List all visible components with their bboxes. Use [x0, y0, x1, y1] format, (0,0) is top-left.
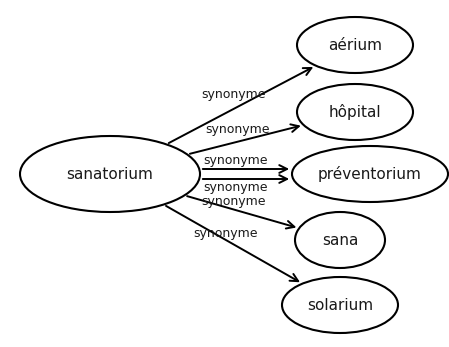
- Text: sana: sana: [322, 232, 358, 247]
- Text: préventorium: préventorium: [318, 166, 422, 182]
- Text: synonyme: synonyme: [201, 88, 265, 101]
- Text: synonyme: synonyme: [205, 123, 270, 136]
- Text: aérium: aérium: [328, 37, 382, 52]
- Text: sanatorium: sanatorium: [66, 167, 154, 181]
- Ellipse shape: [295, 212, 385, 268]
- Ellipse shape: [20, 136, 200, 212]
- Ellipse shape: [297, 17, 413, 73]
- Ellipse shape: [297, 84, 413, 140]
- Text: hôpital: hôpital: [329, 104, 381, 120]
- Text: solarium: solarium: [307, 297, 373, 313]
- Text: synonyme: synonyme: [204, 181, 268, 194]
- Text: synonyme: synonyme: [202, 195, 266, 208]
- Ellipse shape: [292, 146, 448, 202]
- Text: synonyme: synonyme: [204, 154, 268, 167]
- Ellipse shape: [282, 277, 398, 333]
- Text: synonyme: synonyme: [193, 227, 257, 240]
